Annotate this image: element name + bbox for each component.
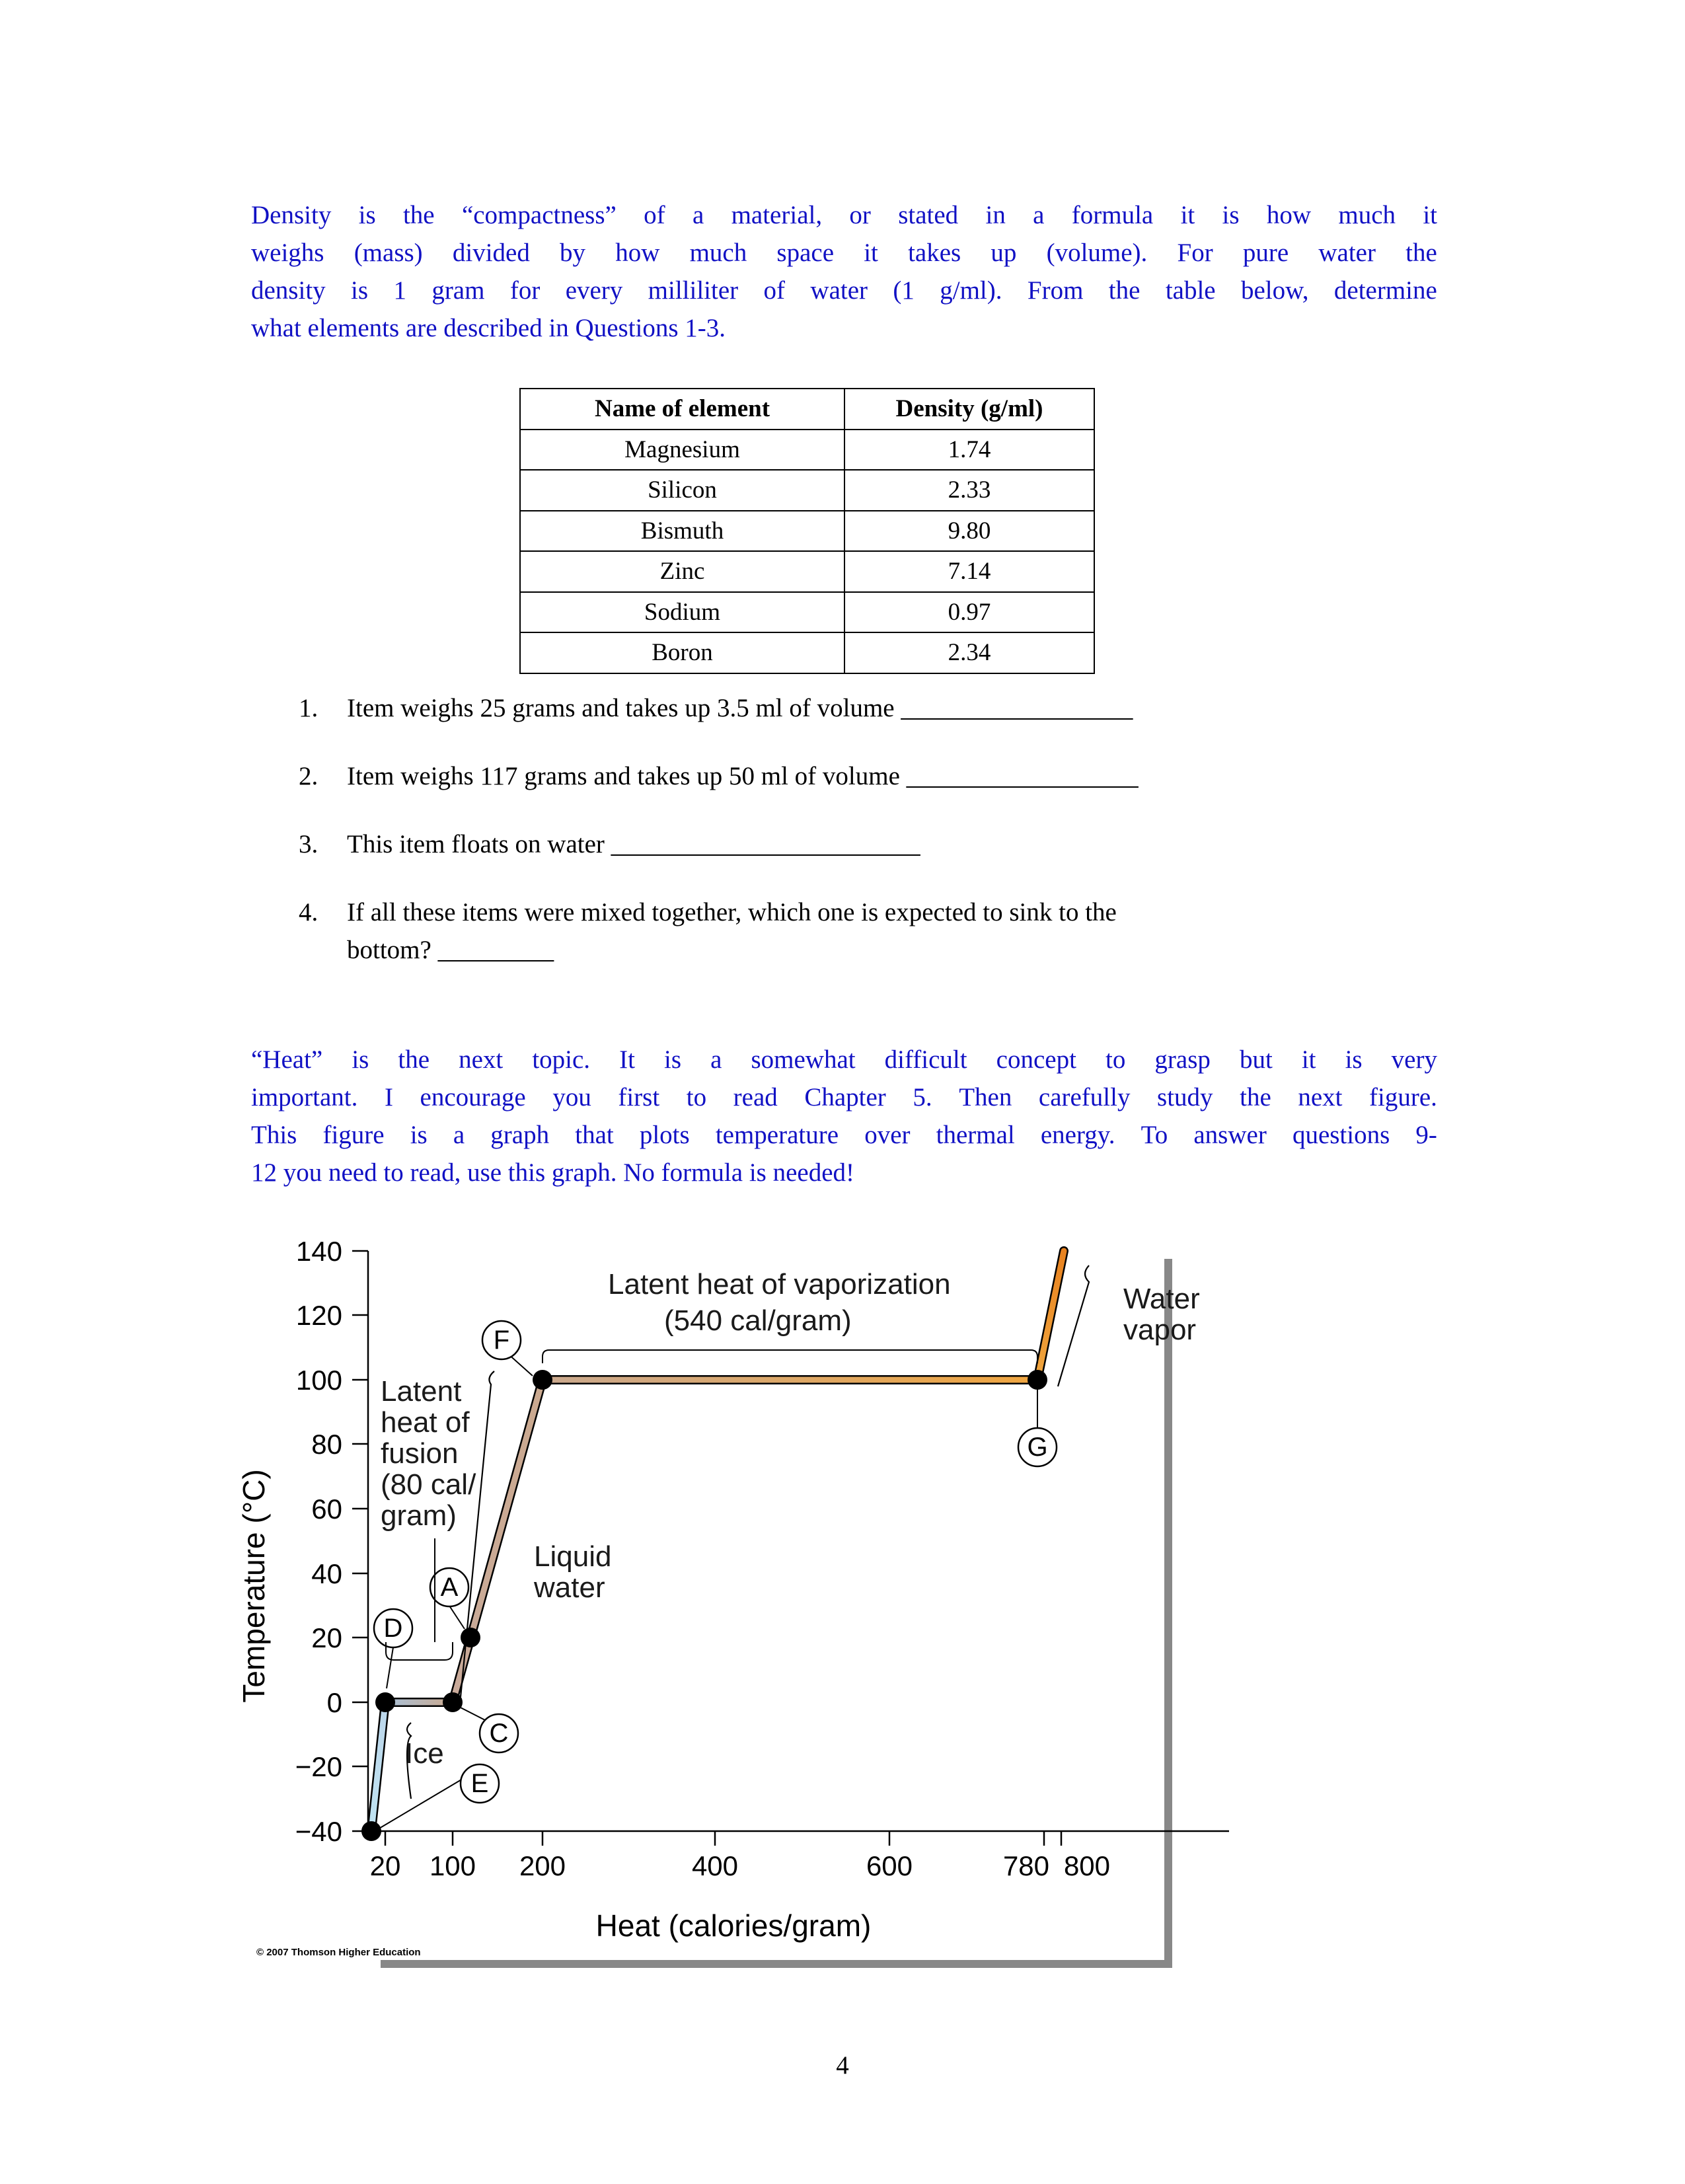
- svg-text:60: 60: [311, 1493, 342, 1525]
- svg-text:140: 140: [296, 1236, 342, 1267]
- svg-text:20: 20: [370, 1850, 401, 1881]
- svg-text:E: E: [471, 1769, 489, 1798]
- svg-text:400: 400: [692, 1850, 738, 1881]
- svg-text:Latent heat of vaporization: Latent heat of vaporization: [608, 1268, 951, 1300]
- svg-text:Latent: Latent: [381, 1375, 461, 1408]
- svg-text:G: G: [1027, 1433, 1047, 1462]
- svg-text:© 2007 Thomson Higher Educatio: © 2007 Thomson Higher Education: [256, 1947, 421, 1958]
- svg-text:A: A: [441, 1573, 459, 1602]
- svg-text:100: 100: [430, 1850, 476, 1881]
- svg-text:C: C: [490, 1719, 509, 1748]
- svg-text:100: 100: [296, 1365, 342, 1396]
- svg-text:20: 20: [311, 1622, 342, 1653]
- svg-text:Temperature (°C): Temperature (°C): [237, 1469, 271, 1702]
- svg-text:0: 0: [327, 1687, 342, 1718]
- svg-text:Liquid: Liquid: [534, 1540, 611, 1573]
- svg-text:120: 120: [296, 1300, 342, 1331]
- svg-text:(540 cal/gram): (540 cal/gram): [664, 1304, 852, 1337]
- svg-text:heat of: heat of: [381, 1406, 470, 1439]
- svg-text:Water: Water: [1123, 1283, 1200, 1315]
- svg-text:−20: −20: [295, 1751, 342, 1782]
- svg-text:vapor: vapor: [1123, 1314, 1196, 1346]
- svg-text:−40: −40: [295, 1816, 342, 1847]
- svg-text:80: 80: [311, 1429, 342, 1460]
- svg-text:(80 cal/: (80 cal/: [381, 1468, 476, 1501]
- svg-text:600: 600: [866, 1850, 913, 1881]
- svg-text:780: 780: [1003, 1850, 1049, 1881]
- svg-text:gram): gram): [381, 1499, 457, 1532]
- svg-text:F: F: [494, 1326, 509, 1355]
- svg-text:Ice: Ice: [405, 1737, 444, 1770]
- svg-text:800: 800: [1064, 1850, 1110, 1881]
- svg-text:40: 40: [311, 1558, 342, 1589]
- svg-text:Heat (calories/gram): Heat (calories/gram): [596, 1908, 872, 1943]
- svg-text:fusion: fusion: [381, 1437, 458, 1470]
- svg-text:200: 200: [519, 1850, 566, 1881]
- svg-text:D: D: [384, 1614, 403, 1643]
- svg-text:water: water: [533, 1571, 605, 1604]
